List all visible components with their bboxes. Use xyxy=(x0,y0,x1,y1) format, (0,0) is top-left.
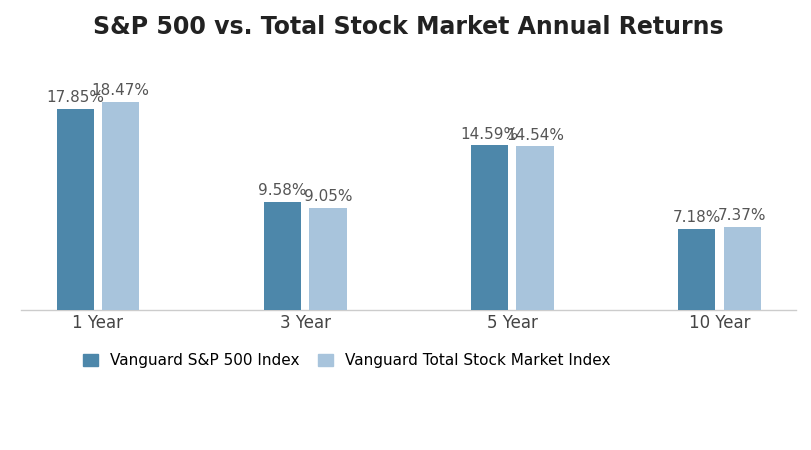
Text: 7.18%: 7.18% xyxy=(672,211,721,225)
Bar xyxy=(471,145,508,310)
Title: S&P 500 vs. Total Stock Market Annual Returns: S&P 500 vs. Total Stock Market Annual Re… xyxy=(93,15,724,39)
Text: 14.59%: 14.59% xyxy=(461,127,518,142)
Text: 18.47%: 18.47% xyxy=(92,83,150,98)
Legend: Vanguard S&P 500 Index, Vanguard Total Stock Market Index: Vanguard S&P 500 Index, Vanguard Total S… xyxy=(76,347,617,374)
Text: 9.58%: 9.58% xyxy=(258,184,307,198)
Bar xyxy=(309,208,346,310)
Text: 7.37%: 7.37% xyxy=(718,208,766,223)
Bar xyxy=(57,108,94,310)
Bar xyxy=(102,102,139,310)
Bar xyxy=(723,227,761,310)
Text: 14.54%: 14.54% xyxy=(506,127,564,143)
Bar xyxy=(517,146,554,310)
Bar xyxy=(264,202,301,310)
Text: 9.05%: 9.05% xyxy=(303,189,352,204)
Text: 17.85%: 17.85% xyxy=(46,90,104,105)
Bar xyxy=(678,229,715,310)
